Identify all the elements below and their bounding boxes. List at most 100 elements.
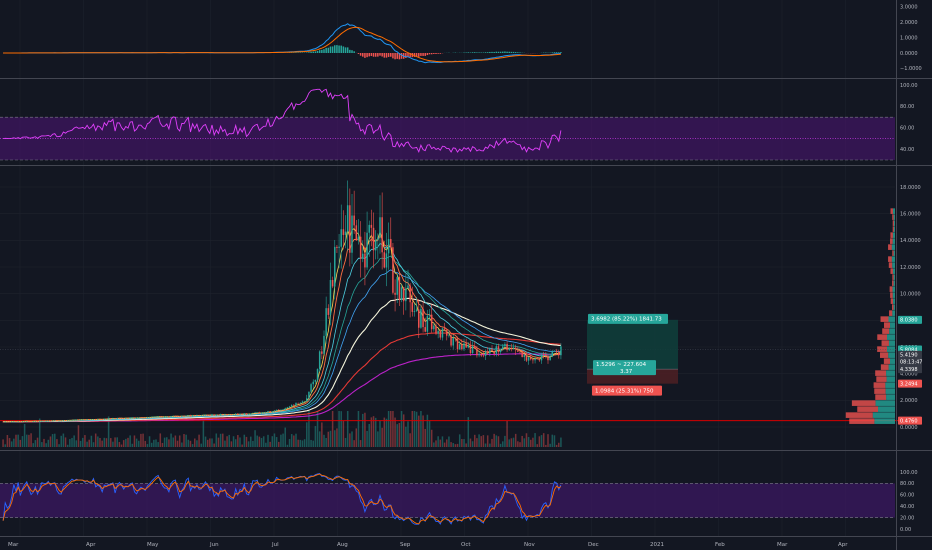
candle	[54, 420, 56, 422]
time-scale-label: Jun	[209, 542, 219, 548]
volume-bar	[405, 426, 407, 447]
macd-histogram-bar	[392, 53, 394, 59]
volume-bar	[155, 439, 157, 447]
candle	[469, 345, 472, 354]
volume-bar	[271, 436, 274, 447]
candle	[359, 236, 362, 259]
volume-profile-bar	[887, 334, 895, 340]
volume-bar	[140, 433, 142, 447]
candle	[38, 421, 41, 422]
volume-bar	[502, 441, 504, 447]
price-badge	[898, 365, 922, 374]
volume-bar	[478, 434, 480, 447]
long-position-tool[interactable]: 3.6982 (85.22%) 1841.73 1.5296 ~ 227.6043…	[587, 313, 678, 396]
volume-profile-bar	[888, 316, 895, 322]
candle	[262, 412, 265, 413]
candle	[97, 419, 99, 420]
candle	[437, 330, 439, 334]
volume-bar	[555, 444, 558, 447]
rsi-pane[interactable]	[0, 88, 895, 161]
volume-bar	[512, 437, 515, 447]
candle	[497, 346, 500, 353]
candle	[400, 287, 403, 300]
volume-profile-bar	[892, 286, 895, 292]
volume-bar	[211, 438, 213, 447]
candle	[510, 348, 513, 349]
time-scale-label: Apr	[838, 542, 848, 548]
volume-bar	[450, 442, 452, 447]
macd-pane[interactable]	[3, 23, 562, 64]
stochastic-pane[interactable]	[0, 473, 895, 525]
candle	[204, 414, 207, 416]
volume-bar	[489, 443, 491, 447]
volume-bar	[237, 435, 239, 447]
candle	[135, 417, 138, 419]
candle	[499, 349, 502, 353]
macd-histogram-bar	[519, 52, 521, 53]
candle	[256, 412, 258, 413]
candle	[422, 308, 424, 328]
volume-profile-bar	[892, 280, 894, 286]
macd-histogram-bar	[357, 53, 360, 54]
macd-histogram-bar	[418, 53, 420, 57]
volume-profile-bar	[874, 418, 895, 424]
volume-bar	[471, 441, 474, 447]
volume-bar	[56, 439, 58, 447]
volume-bar	[418, 415, 420, 447]
price-pane[interactable]	[0, 180, 900, 447]
price-badge-label: 3.2494	[900, 381, 918, 387]
price-tick-label: 4.0000	[900, 371, 918, 377]
macd-histogram-bar	[484, 52, 487, 53]
candle	[64, 420, 67, 421]
volume-bar	[21, 436, 24, 447]
volume-bar	[422, 415, 424, 447]
candle	[127, 418, 129, 419]
candle	[512, 347, 515, 349]
candle	[495, 346, 498, 354]
volume-bar	[409, 433, 411, 447]
volume-bar	[553, 435, 556, 447]
volume-bar	[114, 437, 116, 447]
candle	[237, 413, 239, 415]
price-scale[interactable]: 3.0000 2.0000 1.0000 0.0000 −1.0000 100.00 80.…	[898, 5, 922, 533]
volume-profile-bar	[851, 400, 876, 406]
candle	[86, 419, 88, 420]
time-scale-label: Mar	[8, 542, 19, 548]
volume-bar	[542, 433, 545, 447]
volume-profile-bar	[892, 262, 895, 268]
volume-bar	[267, 434, 269, 447]
macd-histogram-bar	[310, 51, 312, 53]
volume-profile-bar	[888, 244, 892, 250]
macd-histogram-bar	[430, 53, 433, 55]
volume-bar	[323, 434, 325, 447]
macd-histogram-bar	[489, 51, 491, 53]
price-tick-label: 10.0000	[900, 291, 921, 297]
volume-profile-bar	[893, 274, 895, 280]
volume-bar	[551, 434, 554, 447]
candle	[452, 337, 454, 346]
price-badge	[898, 379, 922, 388]
macd-tick-label: 3.0000	[900, 5, 918, 11]
volume-profile-bar	[889, 310, 893, 316]
candle	[168, 416, 170, 418]
volume-bar	[321, 422, 323, 447]
candle	[355, 225, 358, 241]
volume-bar	[519, 442, 521, 447]
candle	[107, 418, 110, 419]
volume-bar	[465, 443, 467, 447]
time-scale[interactable]: Mar Apr May Jun Jul Aug Sep Oct Nov Dec 2021 Feb Mar…	[8, 542, 848, 548]
volume-profile-bar	[877, 334, 888, 340]
volume-bar	[415, 411, 418, 447]
time-scale-label: Jul	[271, 542, 279, 548]
macd-histogram-bar	[314, 51, 317, 53]
candle	[334, 246, 336, 287]
macd-histogram-bar	[478, 52, 480, 53]
volume-bar	[250, 436, 252, 447]
volume-bar	[514, 433, 517, 447]
candle	[222, 413, 224, 415]
time-scale-label: 2021	[650, 542, 664, 548]
volume-bar	[379, 420, 381, 447]
